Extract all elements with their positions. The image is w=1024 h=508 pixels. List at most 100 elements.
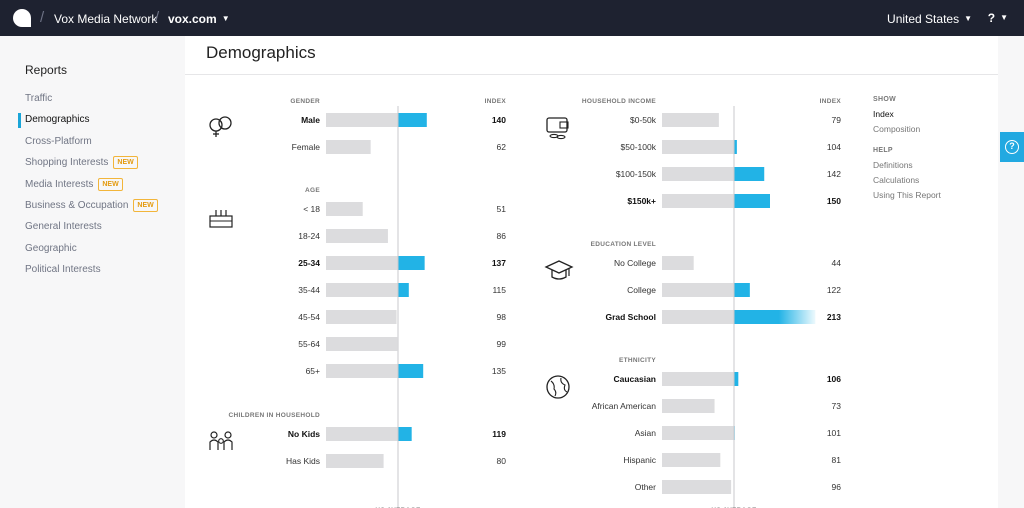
group-title: AGE [305,187,320,194]
graduation-cap-icon [544,260,574,280]
vox-logo-icon[interactable] [12,8,32,28]
bar-base [326,454,384,468]
reports-heading: Reports [25,63,68,77]
bar-base [326,310,397,324]
help-links: Definitions Calculations Using This Report [873,160,941,200]
nav-item-label: Traffic [25,93,53,104]
bar-base [326,283,398,297]
bar-base [662,140,734,154]
new-badge: NEW [98,177,123,191]
row-label: No Kids [288,429,320,439]
page-title: Demographics [206,43,316,62]
row-label: Female [292,142,321,152]
help-menu[interactable]: ? ▼ [988,11,1008,25]
group-title: EDUCATION LEVEL [591,241,656,248]
bar-above-average [734,140,737,154]
site-selector[interactable]: vox.com ▼ [168,12,230,26]
new-badge: NEW [133,199,158,212]
row-label: No College [614,258,656,268]
chevron-down-icon: ▼ [964,14,972,23]
bar-base [662,167,734,181]
bar-above-average [398,283,409,297]
bar-above-average [398,113,427,127]
row-label: Other [635,482,656,492]
row-label: $100-150k [616,169,657,179]
row-value: 86 [497,231,507,241]
help-button[interactable]: ? [1000,132,1024,162]
row-label: Asian [635,428,657,438]
row-label: $0-50k [630,115,657,125]
show-option-index[interactable]: Index [873,109,894,119]
row-label: $50-100k [621,142,657,152]
row-label: 55-64 [298,339,320,349]
country-selector[interactable]: United States ▼ [887,12,972,26]
breadcrumb-separator: / [155,9,160,26]
row-value: 101 [827,428,841,438]
row-value: 79 [832,115,842,125]
group-title: ETHNICITY [619,357,656,364]
nav-item-shopping-interests[interactable]: Shopping Interests NEW [0,156,138,172]
nav-item-geographic[interactable]: Geographic [0,242,77,258]
row-label: Has Kids [286,456,320,466]
globe-icon [546,375,570,399]
main-panel: Demographics GENDER INDEX Male 140 Female 62 A… [185,36,998,508]
help-heading: HELP [873,147,893,154]
family-icon [209,431,233,450]
chevron-down-icon: ▼ [221,14,230,23]
nav-item-label: Political Interests [25,264,101,276]
country-name: United States [887,12,960,26]
breadcrumb-separator: / [40,9,45,26]
row-label: 45-54 [298,312,320,322]
birthday-cake-icon [209,210,233,228]
help-link-calculations[interactable]: Calculations [873,175,920,185]
nav-item-label: Demographics [25,114,90,126]
row-value: 119 [492,429,506,439]
wallet-icon [546,117,569,140]
row-value: 80 [497,456,507,466]
bar-base [326,337,398,351]
nav-item-general-interests[interactable]: General Interests [0,220,102,236]
bar-base [662,194,734,208]
nav-item-business-occupation[interactable]: Business & Occupation NEW [0,199,158,215]
bar-base [326,256,398,270]
row-value: 62 [497,142,507,152]
nav-item-political-interests[interactable]: Political Interests [0,263,101,279]
nav-item-cross-platform[interactable]: Cross-Platform [0,135,92,151]
row-label: < 18 [303,204,320,214]
nav-item-label: Business & Occupation [25,200,129,211]
bar-base [326,113,398,127]
network-link[interactable]: Vox Media Network [54,12,158,26]
bar-base [326,202,363,216]
nav-item-label: Shopping Interests [25,157,109,169]
row-value: 99 [497,339,507,349]
help-link-definitions[interactable]: Definitions [873,160,913,170]
bar-base [662,113,719,127]
bar-base [326,140,371,154]
page-header: Demographics [185,36,998,75]
help-link-using-this-report[interactable]: Using This Report [873,190,941,200]
show-heading: SHOW [873,96,896,103]
show-option-composition[interactable]: Composition [873,124,921,134]
row-value: 140 [492,115,506,125]
row-label: Male [301,115,320,125]
bar-base [662,399,715,413]
row-value: 44 [832,258,842,268]
row-value: 81 [832,455,842,465]
help-label: ? [987,11,996,25]
index-header: INDEX [485,98,507,105]
row-label: 35-44 [298,285,320,295]
row-label: 25-34 [298,258,320,268]
nav-item-label: Media Interests [25,178,94,190]
bar-above-average [734,310,816,324]
nav-item-media-interests[interactable]: Media Interests NEW [0,177,123,194]
nav-item-traffic[interactable]: Traffic [0,92,52,108]
row-label: Grad School [605,312,656,322]
row-label: African American [592,401,657,411]
bar-base [662,372,734,386]
nav-item-demographics[interactable]: Demographics [0,113,89,129]
bar-base [662,453,721,467]
row-label: $150k+ [627,196,656,206]
index-header: INDEX [820,98,842,105]
bar-above-average [734,167,765,181]
bar-base [326,427,398,441]
